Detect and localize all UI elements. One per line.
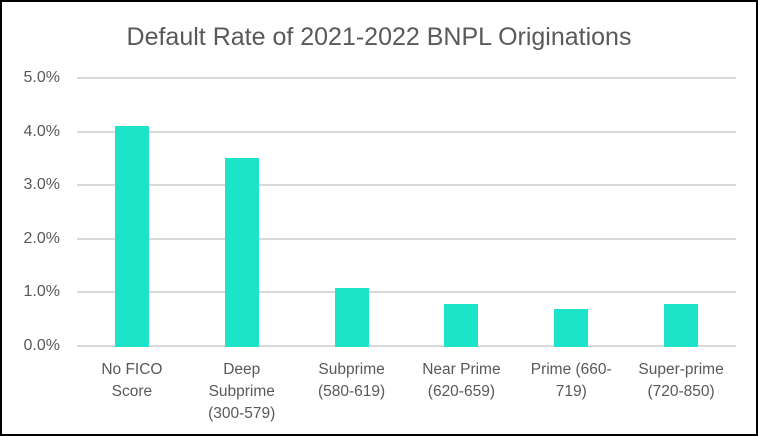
bar-3 (444, 303, 479, 347)
y-axis-tick-label: 0.0% (23, 337, 60, 354)
x-axis-label-4: Prime (660- 719) (516, 359, 626, 425)
x-axis-label-3: Near Prime (620-659) (406, 359, 516, 425)
x-axis-label-line: Prime (660- (530, 361, 612, 378)
y-axis-tick-label: 2.0% (23, 229, 60, 247)
x-axis-label-0: No FICO Score (77, 359, 187, 425)
y-axis-tick-label: 3.0% (23, 176, 60, 194)
x-axis-label-line: (580-619) (317, 383, 386, 400)
x-axis-label-line: 719) (555, 383, 587, 400)
x-axis-label-line: Near Prime (422, 361, 501, 378)
gridline (77, 184, 736, 187)
gridline (77, 237, 736, 240)
x-axis-label-line: No FICO (101, 361, 163, 378)
bar-0 (114, 125, 149, 347)
x-axis-label-5: Super-prime (720-850) (626, 359, 736, 425)
bar-4 (554, 309, 589, 347)
x-axis-label-line: Subprime (208, 383, 275, 400)
x-axis-label-line: (620-659) (427, 383, 495, 400)
x-axis-label-line: Super-prime (638, 361, 724, 378)
x-axis-labels: No FICO Score Deep Subprime (300-579) Subprim… (77, 359, 736, 425)
bar-2 (334, 287, 369, 347)
x-axis-label-1: Deep Subprime (300-579) (187, 359, 297, 425)
y-axis-tick-label: 5.0% (23, 69, 60, 86)
x-axis-label-line: Subprime (318, 361, 385, 378)
x-axis-label-line: (300-579) (208, 405, 276, 422)
bar-1 (224, 158, 259, 347)
gridline (77, 130, 736, 133)
gridline (77, 77, 736, 79)
plot-area (77, 77, 736, 347)
x-axis-label-line: Score (111, 383, 153, 400)
y-axis-tick-label: 4.0% (23, 122, 60, 140)
y-axis-tick-label: 1.0% (23, 283, 60, 301)
x-axis-label-line: (720-850) (647, 383, 715, 400)
gridline (77, 345, 736, 347)
chart-title: Default Rate of 2021-2022 BNPL Originati… (126, 23, 632, 51)
bar-5 (664, 303, 699, 347)
x-axis-label-2: Subprime (580-619) (297, 359, 407, 425)
x-axis-label-line: Deep (223, 361, 261, 378)
gridline (77, 291, 736, 294)
